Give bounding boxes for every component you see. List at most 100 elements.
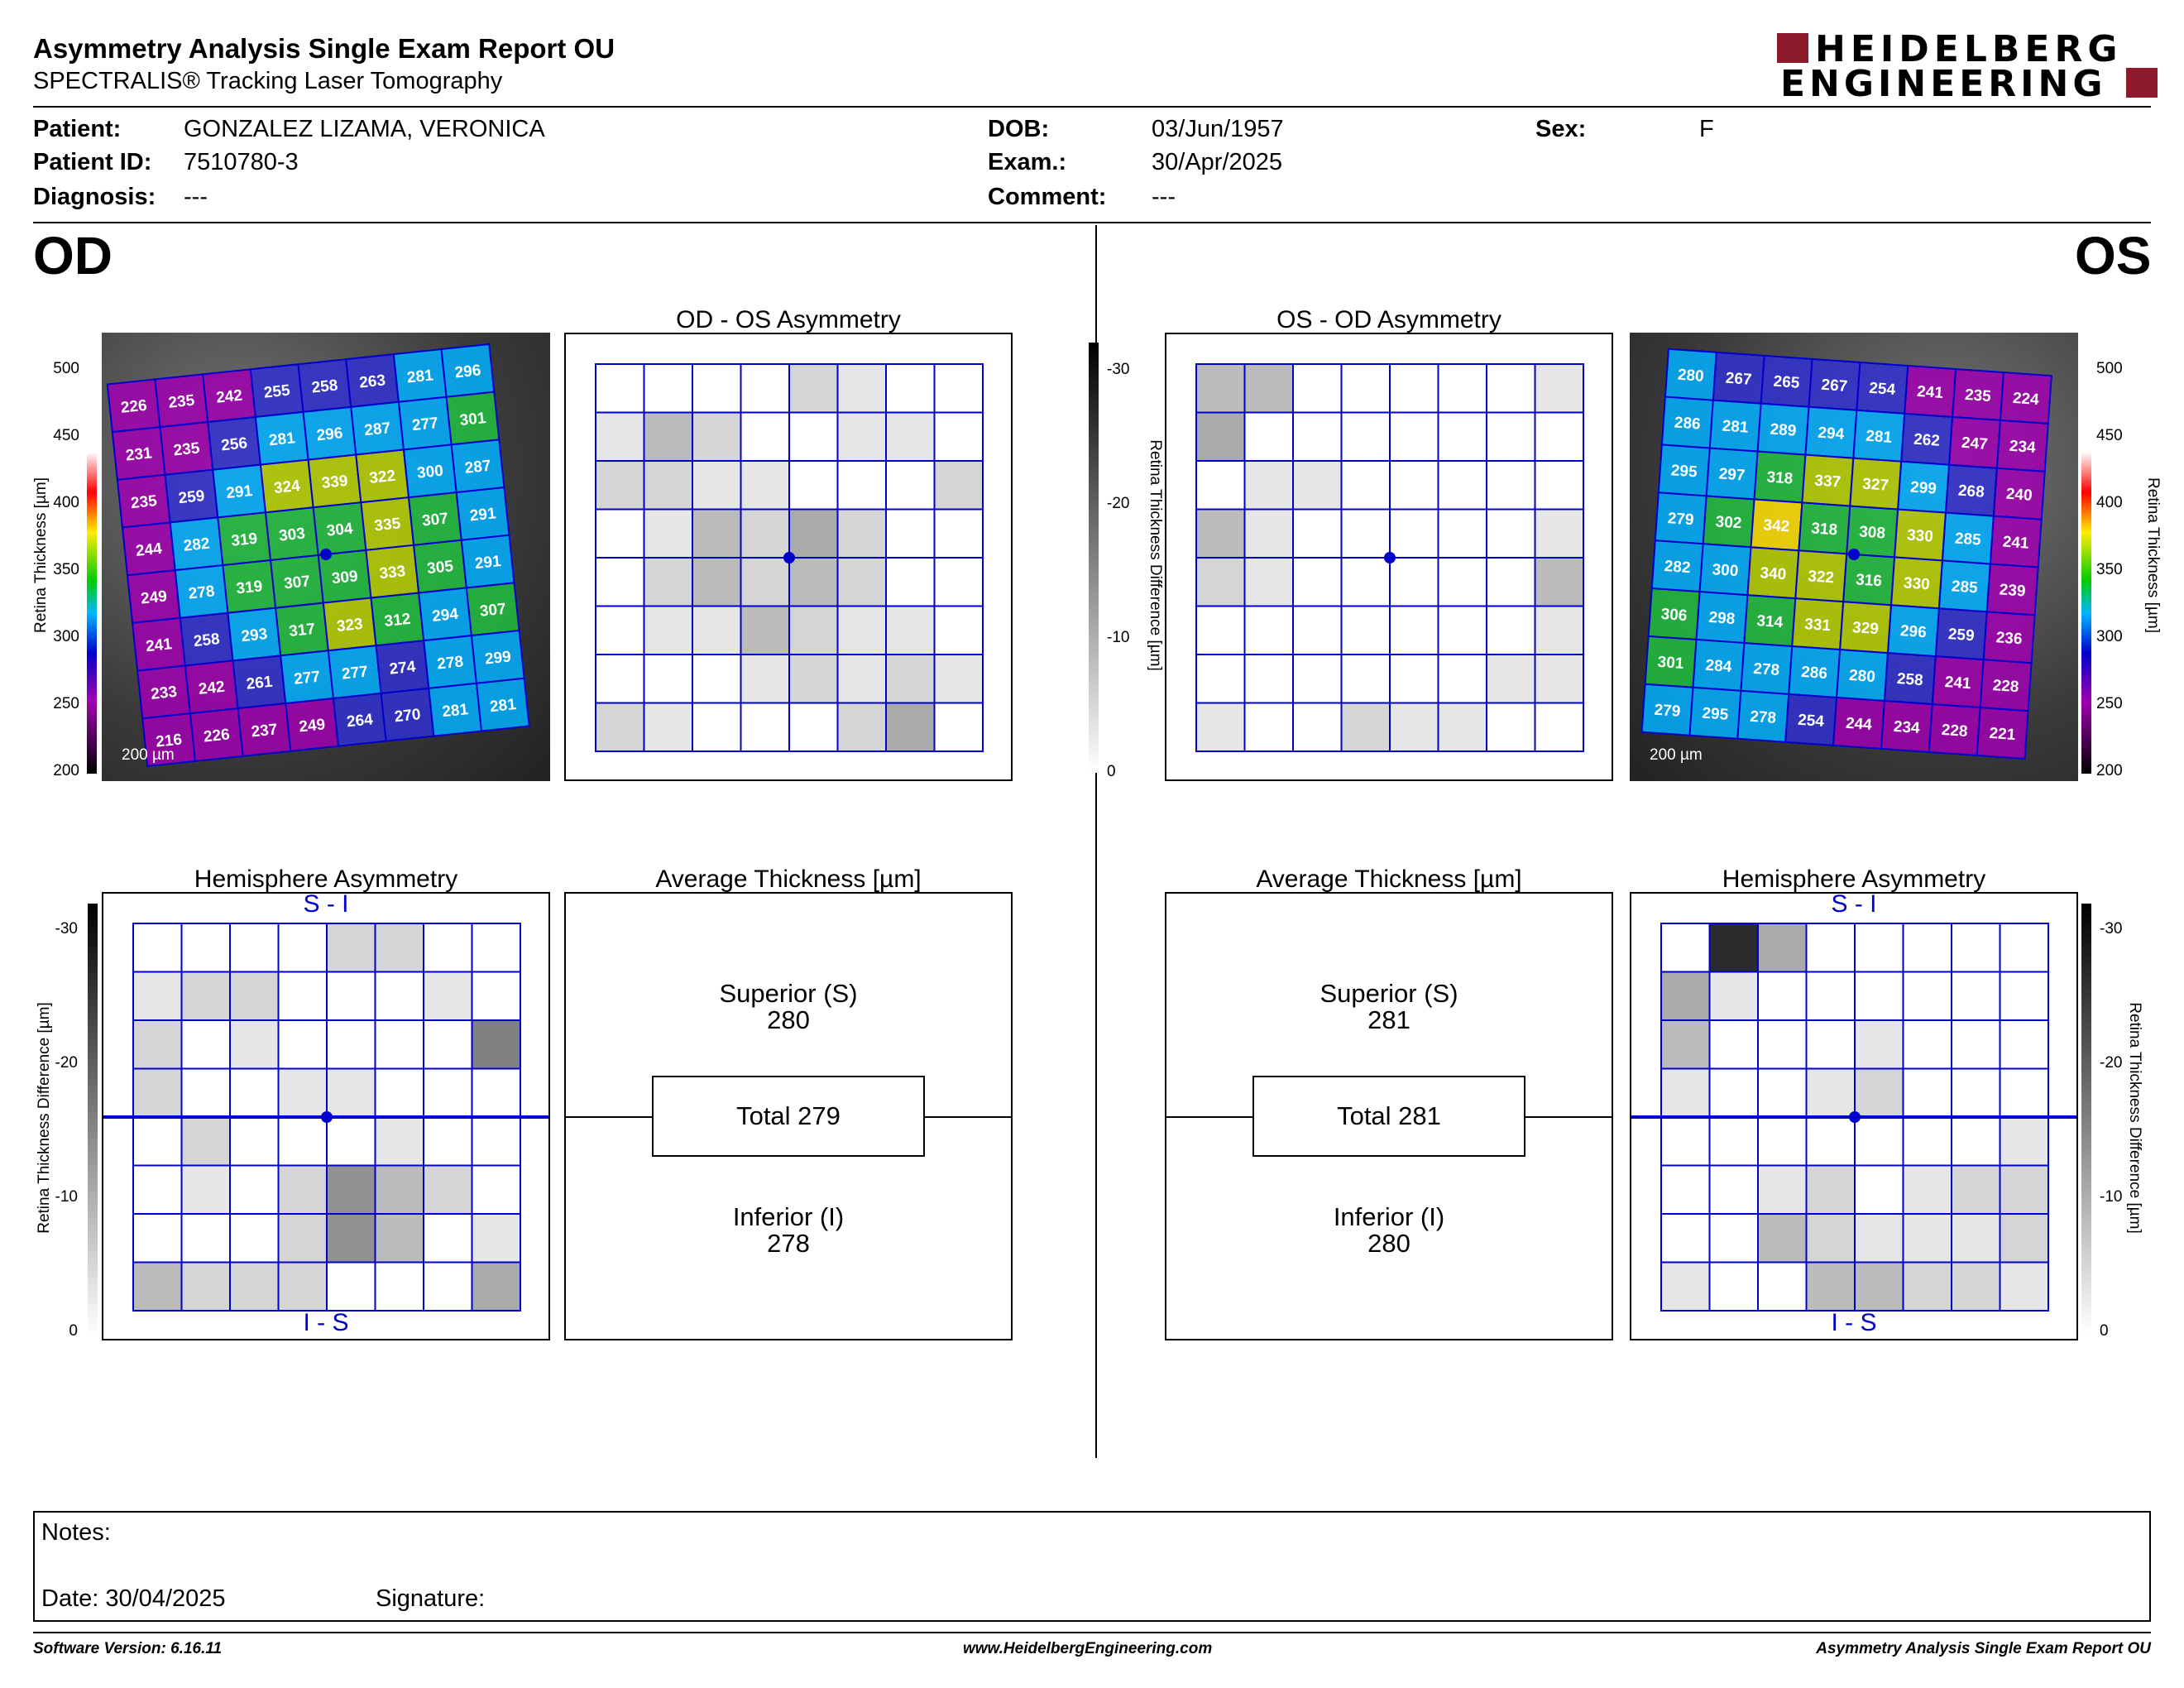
- os-map-value-2-0: 295: [1670, 462, 1698, 481]
- os-asym-cell-6-1: [1243, 654, 1294, 704]
- os-asym-cell-7-5: [1437, 702, 1487, 752]
- od-map-value-2-0: 235: [130, 492, 158, 512]
- os-hemi-cell-4-0: [1660, 1116, 1711, 1167]
- od-hemi-cell-5-4: [326, 1164, 376, 1215]
- os-hemi-cell-1-3: [1805, 971, 1856, 1021]
- od-hemi-cell-0-2: [229, 923, 280, 973]
- os-map-value-2-5: 299: [1909, 479, 1937, 498]
- os-hemi-cell-6-3: [1805, 1213, 1856, 1264]
- os-asym-cell-0-3: [1340, 363, 1391, 414]
- os-map-value-0-6: 235: [1964, 386, 1992, 405]
- od-map-value-1-4: 296: [316, 424, 344, 444]
- os-map-value-3-3: 318: [1811, 520, 1838, 539]
- os-map-value-0-1: 267: [1725, 370, 1752, 389]
- patient-id-value: 7510780-3: [184, 149, 299, 175]
- os-asym-cell-2-2: [1292, 460, 1343, 511]
- os-asym-cell-2-6: [1486, 460, 1536, 511]
- os-thickness-map: 280 267 265 267 254 241 235 224 286 281 289 294 281 2…: [1630, 333, 2078, 781]
- os-asym-cell-3-3: [1340, 508, 1391, 559]
- od-total-box: Total 279: [652, 1076, 925, 1157]
- od-asym-cell-6-0: [595, 654, 645, 704]
- os-hemi-cell-3-0: [1660, 1067, 1711, 1118]
- os-hemi-cell-7-5: [1902, 1261, 1952, 1312]
- patient-value: GONZALEZ LIZAMA, VERONICA: [184, 116, 545, 142]
- os-asym-cell-4-5: [1437, 557, 1487, 607]
- od-asym-cell-0-3: [740, 363, 790, 414]
- od-asym-cell-3-5: [836, 508, 887, 559]
- os-map-value-2-3: 337: [1814, 472, 1842, 491]
- os-map-value-7-2: 278: [1750, 708, 1777, 727]
- os-asym-cell-4-6: [1486, 557, 1536, 607]
- os-map-value-7-3: 254: [1797, 712, 1825, 731]
- comment-value: ---: [1152, 184, 1176, 210]
- od-inferior-value: 278: [767, 1229, 810, 1258]
- od-asym-cell-7-7: [933, 702, 984, 752]
- od-asym-cell-5-1: [643, 605, 693, 655]
- os-hemi-cell-7-4: [1854, 1261, 1904, 1312]
- od-superior-label: Superior (S): [719, 979, 858, 1008]
- od-asym-cell-1-5: [836, 411, 887, 462]
- os-map-value-1-2: 289: [1770, 421, 1797, 440]
- od-asym-cell-1-7: [933, 411, 984, 462]
- od-map-value-3-1: 282: [183, 535, 211, 555]
- od-hemi-cell-5-3: [277, 1164, 328, 1215]
- os-map-value-4-0: 282: [1664, 558, 1691, 577]
- os-map-value-4-7: 239: [1999, 581, 2026, 600]
- heidelberg-logo: HEIDELBERG ENGINEERING: [1777, 28, 2158, 105]
- od-hemi-cell-3-0: [132, 1067, 183, 1118]
- os-hemi-cell-7-1: [1708, 1261, 1759, 1312]
- os-hemi-cell-1-1: [1708, 971, 1759, 1021]
- od-hemi-cell-3-2: [229, 1067, 280, 1118]
- od-thickness-axis-label: Retina Thickness [µm]: [32, 477, 50, 633]
- report-subtitle: SPECTRALIS® Tracking Laser Tomography: [33, 68, 503, 94]
- os-superior-label: Superior (S): [1320, 979, 1458, 1008]
- od-asym-cell-0-7: [933, 363, 984, 414]
- os-hemi-tick-2: -10: [2100, 1188, 2123, 1206]
- os-thickness-overlay: 280 267 265 267 254 241 235 224 286 281 289 294 281 2…: [1640, 348, 2052, 760]
- os-asym-cell-0-2: [1292, 363, 1343, 414]
- os-asym-cell-1-7: [1534, 411, 1584, 462]
- os-map-value-5-0: 306: [1660, 606, 1688, 625]
- os-thickness-tick-4: 300: [2096, 628, 2123, 645]
- od-hemi-cell-4-3: [277, 1116, 328, 1167]
- os-hemi-cell-0-4: [1854, 923, 1904, 973]
- od-hemi-bottom-label: I - S: [303, 1309, 349, 1336]
- od-hemi-grid: [103, 923, 548, 1312]
- os-map-value-3-1: 302: [1715, 513, 1742, 532]
- os-map-value-5-3: 331: [1804, 616, 1832, 635]
- os-hemi-cell-3-4: [1854, 1067, 1904, 1118]
- od-hemi-cell-2-0: [132, 1019, 183, 1070]
- od-superior-value: 280: [767, 1005, 810, 1034]
- os-hemi-cell-2-4: [1854, 1019, 1904, 1070]
- od-hemi-cell-7-7: [471, 1261, 521, 1312]
- os-hemi-tick-1: -20: [2100, 1054, 2123, 1072]
- os-hemi-cell-0-1: [1708, 923, 1759, 973]
- os-map-value-2-1: 297: [1718, 465, 1746, 484]
- od-map-value-0-1: 235: [168, 392, 196, 412]
- od-hemi-cell-6-4: [326, 1213, 376, 1264]
- os-asym-cell-1-5: [1437, 411, 1487, 462]
- center-diff-tick-3: 0: [1107, 763, 1116, 780]
- od-hemi-cell-4-5: [374, 1116, 424, 1167]
- od-hemi-cell-1-6: [423, 971, 473, 1021]
- od-asym-cell-4-4: [788, 557, 839, 607]
- od-thickness-tick-6: 200: [53, 762, 79, 779]
- os-map-value-6-3: 286: [1801, 664, 1828, 683]
- od-hemi-cell-0-0: [132, 923, 183, 973]
- os-asym-cell-5-5: [1437, 605, 1487, 655]
- od-map-value-6-1: 242: [198, 679, 226, 698]
- od-asym-cell-7-3: [740, 702, 790, 752]
- os-map-value-0-3: 267: [1821, 376, 1848, 396]
- od-hemi-axis-label: Retina Thickness Difference [µm]: [36, 1002, 53, 1234]
- od-hemi-cell-2-7: [471, 1019, 521, 1070]
- os-asym-cell-2-3: [1340, 460, 1391, 511]
- od-asym-cell-4-5: [836, 557, 887, 607]
- od-hemi-cell-2-4: [326, 1019, 376, 1070]
- od-hemi-cell-4-0: [132, 1116, 183, 1167]
- od-asym-panel: [564, 333, 1013, 781]
- os-hemi-grid: [1631, 923, 2076, 1312]
- logo-brand-line1: HEIDELBERG: [1815, 28, 2123, 70]
- patient-id-label: Patient ID:: [33, 149, 152, 175]
- od-thickness-tick-3: 350: [53, 561, 79, 578]
- od-hemi-cell-7-1: [180, 1261, 231, 1312]
